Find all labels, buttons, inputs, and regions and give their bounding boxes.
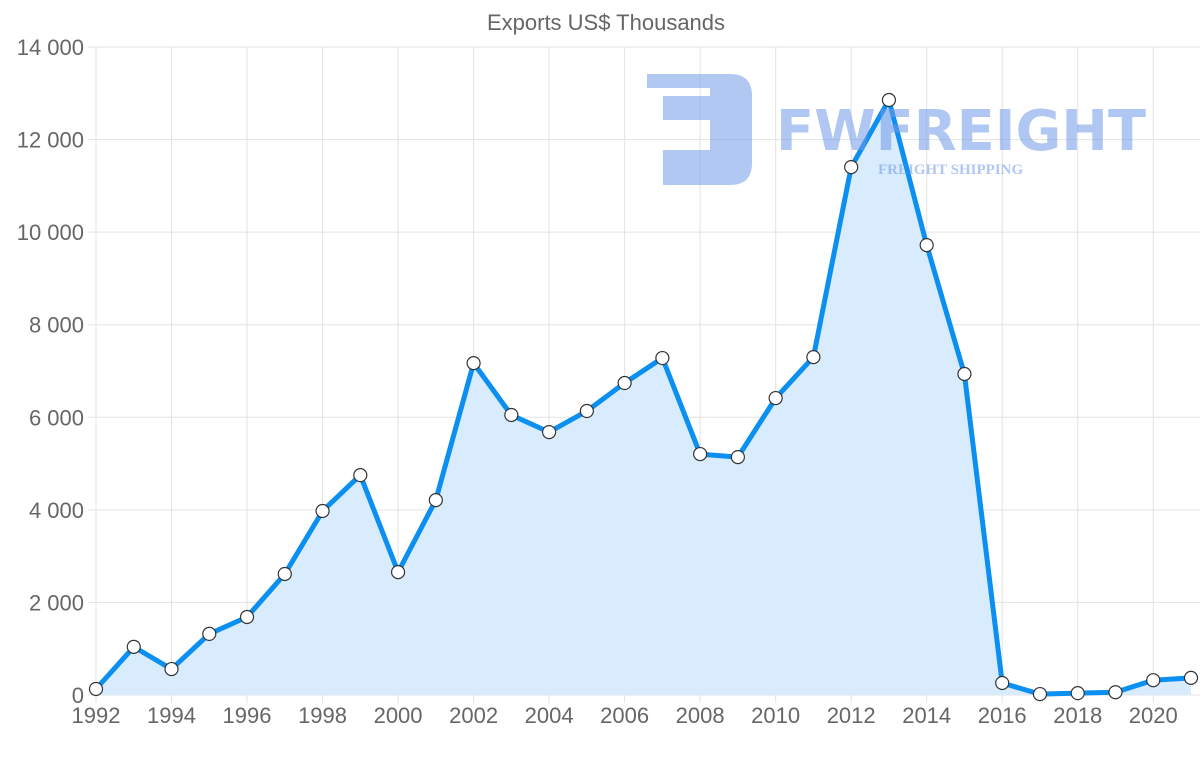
- data-point: [466, 356, 481, 371]
- data-point: [655, 350, 670, 366]
- x-tick-label: 1998: [298, 703, 347, 728]
- x-axis: 1992 1994 1996 1998 2000 2002 2004 2006 2008 2010…: [72, 703, 1178, 728]
- data-point: [504, 407, 519, 423]
- data-point: [693, 446, 708, 462]
- data-point: [164, 661, 179, 677]
- x-tick-label: 2016: [978, 703, 1027, 728]
- data-point: [239, 609, 255, 625]
- x-tick-label: 2002: [449, 703, 498, 728]
- y-tick-label: 0: [72, 683, 84, 708]
- x-tick-label: 2004: [525, 703, 574, 728]
- y-tick-label: 2 000: [29, 590, 84, 615]
- chart-title: Exports US$ Thousands: [487, 10, 725, 35]
- x-tick-label: 2018: [1053, 703, 1102, 728]
- data-point: [390, 565, 406, 580]
- data-point: [202, 626, 217, 642]
- watermark-tagline: FREIGHT SHIPPING: [878, 162, 1023, 178]
- watermark-logo: FWFREIGHT FREIGHT SHIPPING: [647, 74, 1146, 185]
- data-point: [995, 675, 1010, 691]
- x-tick-label: 2000: [374, 703, 423, 728]
- data-point: [919, 238, 934, 253]
- data-point: [579, 403, 594, 419]
- data-point: [730, 449, 745, 465]
- data-point: [1146, 673, 1161, 688]
- y-tick-label: 12 000: [17, 128, 84, 153]
- data-point: [844, 160, 859, 175]
- x-tick-label: 1994: [147, 703, 196, 728]
- series-area: [96, 100, 1191, 695]
- data-point: [1070, 686, 1085, 701]
- data-point: [88, 681, 104, 697]
- data-point: [881, 92, 897, 108]
- x-tick-label: 2010: [751, 703, 800, 728]
- x-tick-label: 1992: [72, 703, 121, 728]
- data-point: [806, 350, 821, 365]
- data-point: [428, 493, 443, 508]
- data-point: [1032, 686, 1048, 702]
- x-tick-label: 2020: [1129, 703, 1178, 728]
- y-tick-label: 8 000: [29, 313, 84, 338]
- data-point: [957, 366, 972, 382]
- data-point: [1108, 685, 1123, 700]
- y-axis: 0 2 000 4 000 6 000 8 000 10 000 12 000 14 000: [17, 35, 84, 708]
- y-tick-label: 14 000: [17, 35, 84, 60]
- x-tick-label: 1996: [223, 703, 272, 728]
- y-tick-label: 10 000: [17, 220, 84, 245]
- data-point: [1183, 670, 1199, 685]
- x-tick-label: 2012: [827, 703, 876, 728]
- y-tick-label: 6 000: [29, 405, 84, 430]
- data-point: [277, 566, 292, 582]
- data-point: [617, 375, 632, 391]
- x-tick-label: 2006: [600, 703, 649, 728]
- data-point: [315, 503, 330, 519]
- data-point: [126, 639, 141, 654]
- watermark-logo-mark: [647, 74, 752, 185]
- x-tick-label: 2014: [902, 703, 951, 728]
- data-point: [768, 390, 783, 406]
- data-points: [88, 92, 1199, 702]
- data-point: [542, 424, 557, 440]
- y-tick-label: 4 000: [29, 498, 84, 523]
- x-tick-label: 2008: [676, 703, 725, 728]
- data-point: [353, 468, 368, 483]
- watermark-brand: FWFREIGHT: [776, 99, 1146, 164]
